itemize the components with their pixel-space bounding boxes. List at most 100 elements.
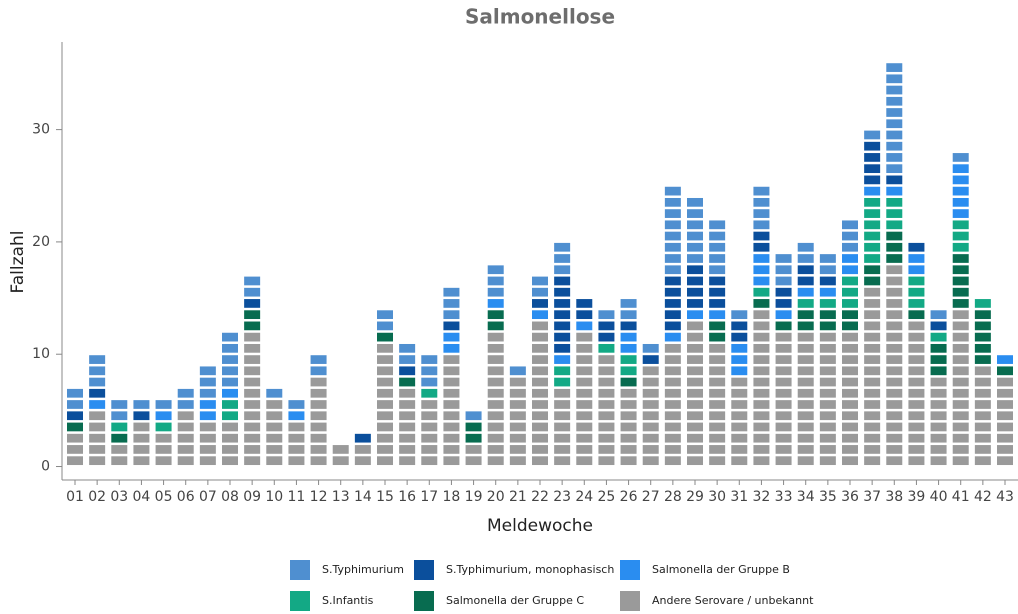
unit-block: [974, 433, 991, 443]
unit-block: [797, 433, 814, 443]
bar-segment: [332, 445, 349, 466]
unit-block: [908, 411, 925, 421]
unit-block: [753, 276, 770, 286]
unit-block: [576, 411, 593, 421]
unit-block: [819, 299, 836, 308]
unit-block: [222, 456, 238, 466]
unit-block: [89, 411, 106, 421]
unit-block: [620, 445, 637, 454]
x-tick-label: 28: [664, 489, 682, 505]
bar-segment: [532, 276, 548, 297]
bar-segment: [974, 366, 991, 466]
x-tick-label: 03: [110, 489, 128, 505]
unit-block: [664, 332, 681, 342]
unit-block: [155, 445, 172, 454]
unit-block: [797, 254, 814, 263]
unit-block: [111, 411, 128, 421]
bar-segment: [819, 276, 836, 286]
unit-block: [753, 445, 770, 454]
bar-segment: [89, 388, 106, 398]
unit-block: [952, 433, 969, 443]
x-tick-label: 17: [420, 489, 438, 505]
unit-block: [819, 388, 836, 398]
unit-block: [487, 422, 504, 432]
unit-block: [687, 411, 703, 421]
bar-segment: [908, 321, 925, 466]
unit-block: [532, 299, 548, 308]
unit-block: [67, 388, 83, 398]
unit-block: [199, 388, 216, 398]
unit-block: [687, 287, 703, 297]
unit-block: [377, 355, 393, 364]
unit-block: [532, 332, 548, 342]
unit-block: [709, 445, 726, 454]
bar-segment: [952, 164, 969, 218]
unit-block: [864, 186, 881, 196]
bar-segment: [155, 411, 172, 421]
unit-block: [598, 332, 615, 342]
unit-block: [775, 355, 792, 364]
unit-block: [753, 242, 770, 252]
unit-block: [244, 433, 261, 443]
unit-block: [731, 422, 748, 432]
legend-swatch: [414, 560, 434, 580]
unit-block: [753, 231, 770, 241]
unit-block: [399, 388, 416, 398]
unit-block: [89, 377, 106, 387]
unit-block: [952, 388, 969, 398]
unit-block: [709, 422, 726, 432]
bar-segment: [731, 310, 748, 320]
unit-block: [509, 422, 526, 432]
bar-segment: [620, 332, 637, 353]
bar-segment: [222, 332, 238, 387]
bar-segment: [487, 310, 504, 331]
unit-block: [731, 456, 748, 466]
unit-block: [864, 400, 881, 409]
unit-block: [886, 254, 903, 263]
unit-block: [554, 411, 571, 421]
unit-block: [952, 242, 969, 252]
unit-block: [487, 400, 504, 409]
y-tick-label: 0: [41, 459, 50, 475]
unit-block: [819, 332, 836, 342]
unit-block: [399, 366, 416, 376]
unit-block: [133, 433, 150, 443]
bar-segment: [288, 422, 305, 466]
bar-segment: [842, 220, 858, 252]
unit-block: [864, 343, 881, 353]
unit-block: [554, 456, 571, 466]
bar-segment: [753, 186, 770, 230]
unit-block: [664, 231, 681, 241]
unit-block: [620, 377, 637, 387]
bar-segment: [443, 287, 460, 320]
unit-block: [576, 400, 593, 409]
unit-block: [576, 433, 593, 443]
bar-segment: [775, 254, 792, 286]
unit-block: [886, 321, 903, 331]
unit-block: [377, 388, 393, 398]
unit-block: [67, 411, 83, 421]
unit-block: [819, 321, 836, 331]
unit-block: [709, 411, 726, 421]
bar-segment: [67, 422, 83, 432]
unit-block: [952, 175, 969, 185]
bar-segment: [753, 310, 770, 466]
bar-segment: [687, 321, 703, 466]
unit-block: [709, 287, 726, 297]
unit-block: [842, 321, 858, 331]
bar-segment: [377, 310, 393, 331]
unit-block: [222, 377, 238, 387]
unit-block: [532, 456, 548, 466]
unit-block: [554, 287, 571, 297]
unit-block: [664, 422, 681, 432]
unit-block: [266, 388, 283, 398]
unit-block: [886, 355, 903, 364]
x-tick-label: 39: [908, 489, 926, 505]
unit-block: [864, 197, 881, 207]
unit-block: [864, 411, 881, 421]
unit-block: [620, 310, 637, 320]
unit-block: [842, 220, 858, 230]
unit-block: [842, 231, 858, 241]
unit-block: [930, 400, 947, 409]
unit-block: [731, 366, 748, 376]
